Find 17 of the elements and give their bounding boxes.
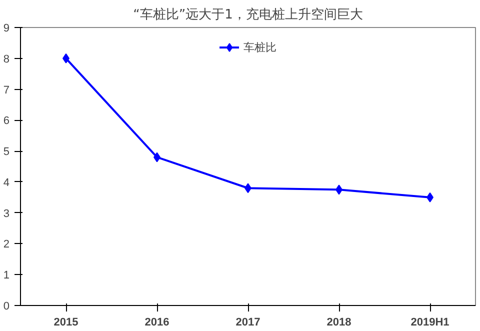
legend-label: 车桩比	[244, 40, 276, 54]
chart-title: “车桩比”远大于1，充电桩上升空间巨大	[133, 8, 363, 22]
y-tick-label: 8	[3, 53, 10, 66]
y-tick-label: 0	[3, 300, 10, 312]
y-tick-label: 3	[3, 208, 10, 220]
y-tick-label: 1	[3, 270, 10, 282]
x-tick-label: 2018	[326, 316, 352, 328]
x-tick-label: 2019H1	[410, 316, 450, 328]
x-tick-label: 2017	[236, 316, 260, 328]
y-tick-label: 7	[3, 84, 10, 96]
y-tick-label: 9	[3, 22, 10, 34]
y-tick-label: 2	[3, 238, 10, 251]
y-tick-label: 4	[3, 176, 10, 189]
y-tick-label: 5	[3, 146, 10, 158]
x-tick-label: 2015	[54, 316, 78, 328]
y-tick-label: 6	[3, 115, 10, 128]
x-tick-label: 2016	[144, 316, 170, 328]
